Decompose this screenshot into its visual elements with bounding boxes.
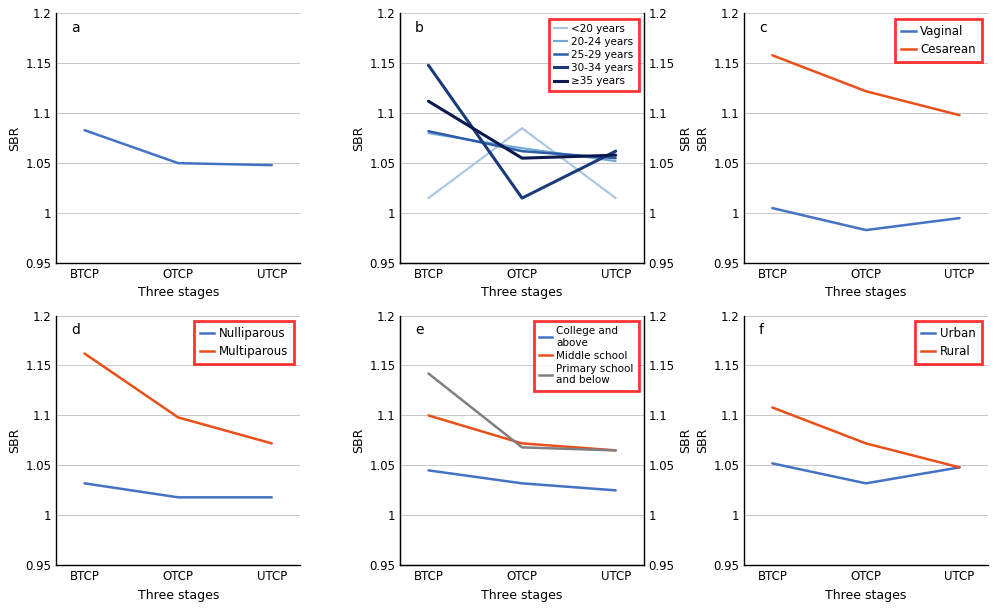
X-axis label: Three stages: Three stages xyxy=(481,589,563,601)
X-axis label: Three stages: Three stages xyxy=(826,287,906,300)
Y-axis label: SBR: SBR xyxy=(679,126,692,151)
Legend: Nulliparous, Multiparous: Nulliparous, Multiparous xyxy=(194,321,294,364)
Legend: Urban, Rural: Urban, Rural xyxy=(915,321,982,364)
Y-axis label: SBR: SBR xyxy=(679,428,692,453)
Text: c: c xyxy=(759,21,767,35)
Legend: Vaginal, Cesarean: Vaginal, Cesarean xyxy=(895,20,982,62)
X-axis label: Three stages: Three stages xyxy=(137,287,219,300)
Text: b: b xyxy=(415,21,424,35)
Y-axis label: SBR: SBR xyxy=(8,428,21,453)
Legend: College and
above, Middle school, Primary school
and below: College and above, Middle school, Primar… xyxy=(534,321,638,390)
Text: e: e xyxy=(415,323,423,337)
Text: d: d xyxy=(71,323,80,337)
Text: f: f xyxy=(759,323,764,337)
Y-axis label: SBR: SBR xyxy=(353,126,366,151)
Y-axis label: SBR: SBR xyxy=(696,428,709,453)
X-axis label: Three stages: Three stages xyxy=(826,589,906,601)
Text: a: a xyxy=(71,21,80,35)
Y-axis label: SBR: SBR xyxy=(696,126,709,151)
Y-axis label: SBR: SBR xyxy=(8,126,21,151)
Legend: <20 years, 20-24 years, 25-29 years, 30-34 years, ≥35 years: <20 years, 20-24 years, 25-29 years, 30-… xyxy=(549,18,638,92)
Y-axis label: SBR: SBR xyxy=(353,428,366,453)
X-axis label: Three stages: Three stages xyxy=(137,589,219,601)
X-axis label: Three stages: Three stages xyxy=(481,287,563,300)
